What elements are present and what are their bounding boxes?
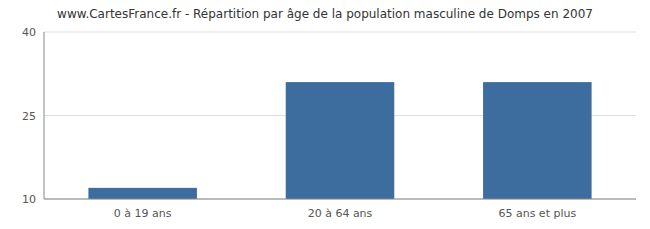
chart-svg: www.CartesFrance.fr - Répartition par âg… — [0, 0, 650, 229]
x-tick-label: 20 à 64 ans — [308, 207, 373, 220]
grid-line — [44, 32, 636, 33]
y-axis-line — [44, 32, 45, 199]
bar — [286, 82, 395, 199]
bars — [88, 82, 591, 199]
y-tick-label: 10 — [22, 193, 36, 206]
bar — [88, 188, 197, 199]
chart-container: www.CartesFrance.fr - Répartition par âg… — [0, 0, 650, 229]
bar — [483, 82, 592, 199]
y-tick-label: 25 — [22, 110, 36, 123]
grid-line — [44, 199, 636, 200]
x-tick-label: 0 à 19 ans — [114, 207, 172, 220]
y-tick-label: 40 — [22, 26, 36, 39]
x-tick-label: 65 ans et plus — [498, 207, 576, 220]
chart-title: www.CartesFrance.fr - Répartition par âg… — [57, 7, 593, 21]
x-axis-line — [44, 199, 636, 200]
